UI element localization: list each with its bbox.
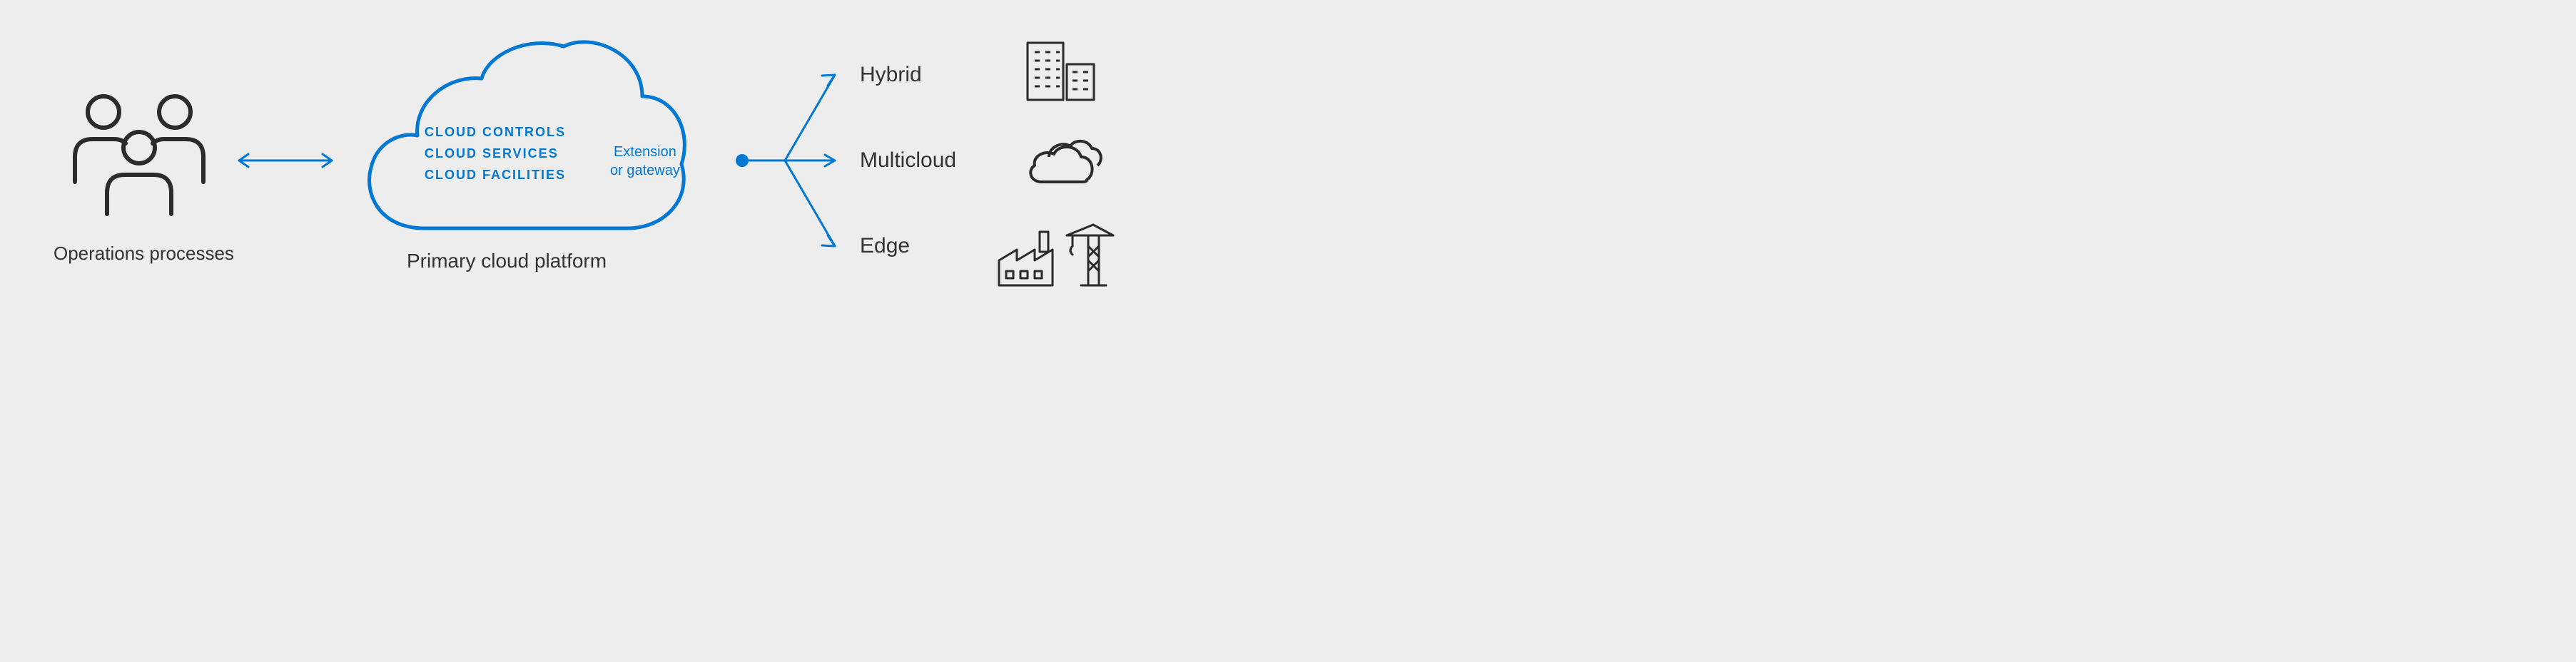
branch-label-multicloud: Multicloud (860, 148, 956, 173)
fanout-arrows-icon (735, 64, 849, 264)
branch-label-hybrid: Hybrid (860, 63, 922, 87)
cloud-text-controls: CLOUD CONTROLS (425, 125, 566, 140)
diagram-canvas: Operations processes CLOUD CONTROLS CLOU… (0, 0, 1288, 331)
bidirectional-arrow-icon (235, 150, 335, 171)
factory-crane-icon (995, 221, 1124, 289)
branch-label-edge: Edge (860, 234, 910, 258)
multicloud-icon (1024, 136, 1106, 189)
operations-label: Operations processes (54, 243, 234, 265)
cloud-text-facilities: CLOUD FACILITIES (425, 168, 566, 183)
extension-gateway-label: Extension or gateway (610, 143, 680, 180)
cloud-text-services: CLOUD SERVICES (425, 146, 559, 161)
buildings-icon (1024, 39, 1106, 103)
cloud-caption: Primary cloud platform (407, 250, 607, 273)
people-icon (64, 89, 214, 221)
